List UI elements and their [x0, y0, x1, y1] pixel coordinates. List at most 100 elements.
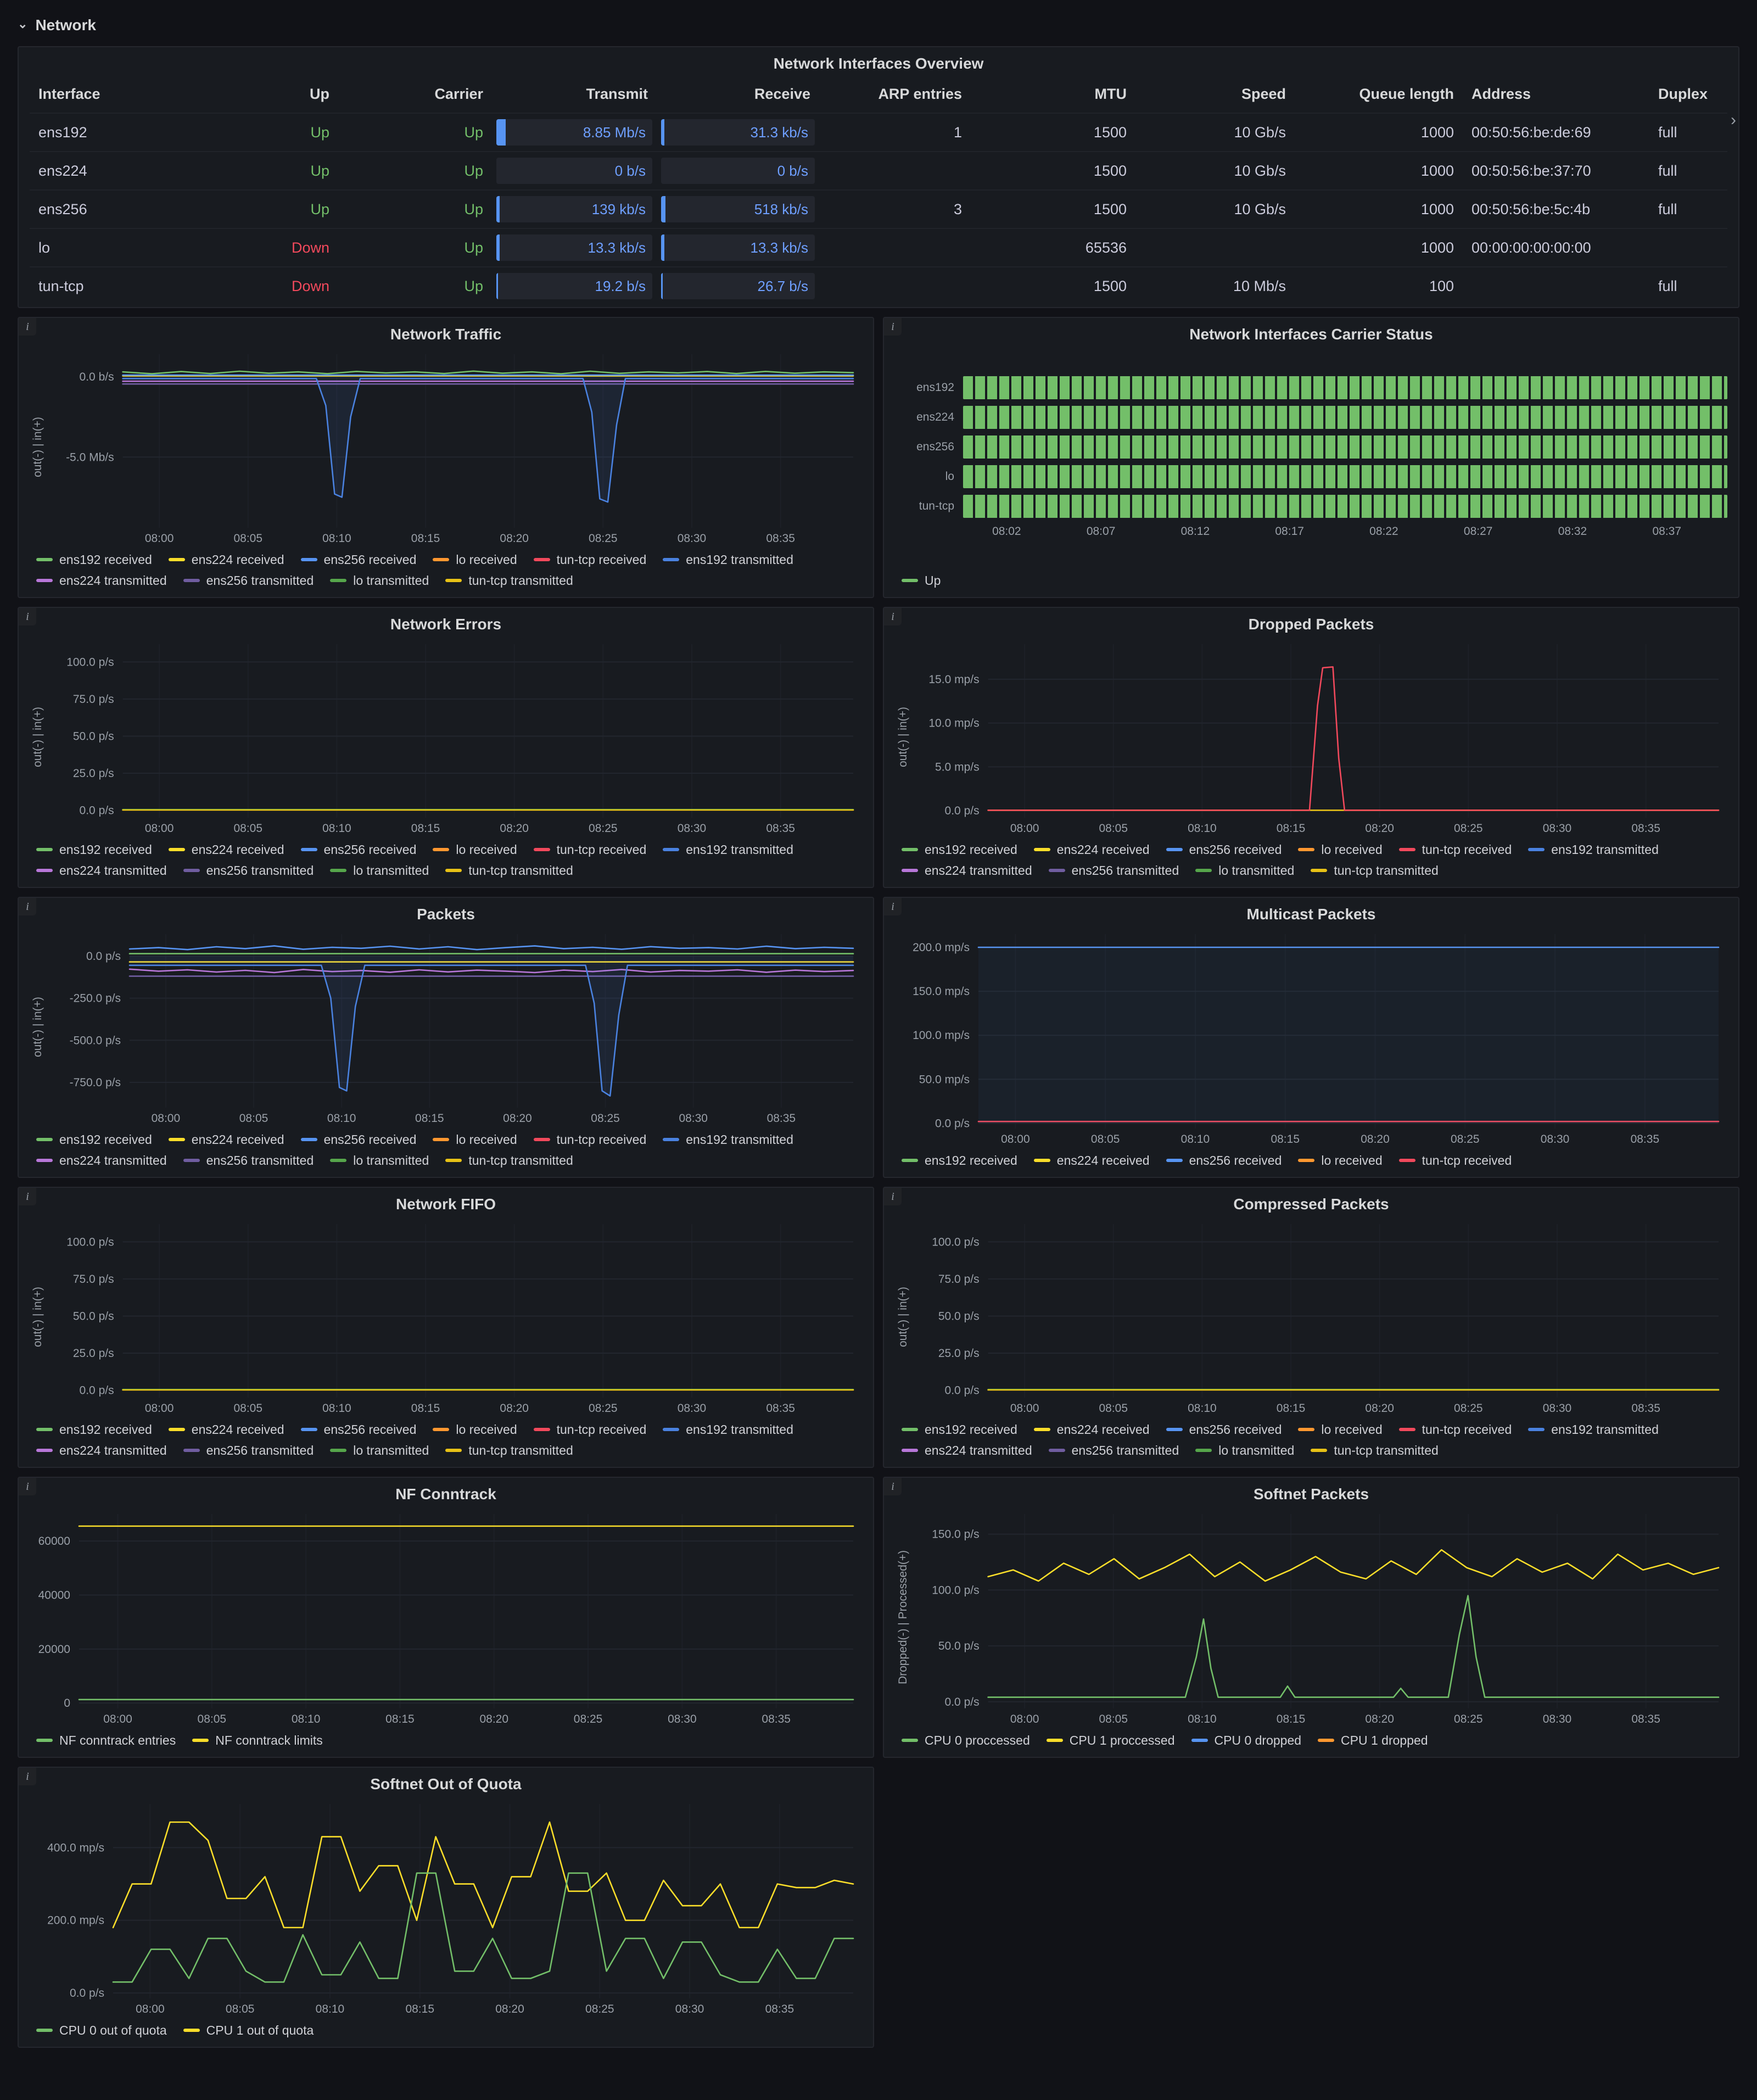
legend-item[interactable]: ens192 received	[36, 840, 152, 859]
panel-title[interactable]: Network Interfaces Overview	[773, 55, 984, 72]
panel-info-icon[interactable]: i	[19, 898, 36, 915]
legend-item[interactable]: lo received	[433, 1420, 517, 1439]
legend-item[interactable]: ens224 transmitted	[36, 571, 167, 590]
softnet-packets-chart[interactable]: 08:00 08:05 08:10 08:15 08:20 08:25 08:30 08:35…	[911, 1506, 1727, 1728]
legend-item[interactable]: ens224 received	[1033, 1150, 1150, 1170]
legend-item[interactable]: lo received	[1298, 1420, 1383, 1439]
legend-item[interactable]: ens256 transmitted	[1048, 1440, 1179, 1460]
legend-item[interactable]: tun-tcp transmitted	[1311, 1440, 1439, 1460]
column-header-queue[interactable]: Queue length	[1359, 86, 1454, 102]
panel-title[interactable]: Softnet Packets	[1253, 1485, 1369, 1503]
panel-title[interactable]: Network Errors	[390, 616, 502, 633]
legend-item[interactable]: CPU 1 dropped	[1318, 1730, 1428, 1750]
panel-info-icon[interactable]: i	[19, 1188, 36, 1205]
column-header-duplex[interactable]: Duplex	[1658, 86, 1708, 102]
column-header-transmit[interactable]: Transmit	[586, 86, 648, 102]
legend-item[interactable]: lo received	[433, 1130, 517, 1149]
legend-item[interactable]: ens192 transmitted	[1528, 840, 1659, 859]
panel-info-icon[interactable]: i	[884, 1188, 902, 1205]
legend-item[interactable]: CPU 0 dropped	[1191, 1730, 1301, 1750]
legend-item[interactable]: ens256 received	[1166, 1150, 1282, 1170]
column-header-arp[interactable]: ARP entries	[878, 86, 962, 102]
legend-item[interactable]: ens256 received	[300, 1420, 416, 1439]
legend-item[interactable]: ens224 received	[168, 1420, 284, 1439]
legend-item[interactable]: ens192 received	[902, 1150, 1017, 1170]
panel-info-icon[interactable]: i	[19, 1768, 36, 1785]
legend-item[interactable]: ens224 received	[1033, 1420, 1150, 1439]
legend-item[interactable]: CPU 0 proccessed	[902, 1730, 1030, 1750]
table-scroll-right-icon[interactable]: ›	[1731, 111, 1736, 129]
legend-item[interactable]: Up	[902, 571, 941, 590]
column-header-address[interactable]: Address	[1471, 86, 1531, 102]
legend-item[interactable]: ens192 transmitted	[663, 550, 793, 569]
panel-info-icon[interactable]: i	[19, 1478, 36, 1495]
legend-item[interactable]: tun-tcp transmitted	[445, 1150, 573, 1170]
legend-item[interactable]: ens224 received	[1033, 840, 1150, 859]
legend-item[interactable]: tun-tcp transmitted	[1311, 861, 1439, 880]
legend-item[interactable]: NF conntrack entries	[36, 1730, 176, 1750]
legend-item[interactable]: ens256 transmitted	[183, 861, 314, 880]
legend-item[interactable]: CPU 0 out of quota	[36, 2020, 167, 2040]
packets-chart[interactable]: 08:00 08:05 08:10 08:15 08:20 08:25 08:30 08:35…	[46, 926, 862, 1127]
legend-item[interactable]: tun-tcp transmitted	[445, 571, 573, 590]
legend-item[interactable]: ens256 received	[300, 840, 416, 859]
softnet-out-of-quota-chart[interactable]: 08:00 08:05 08:10 08:15 08:20 08:25 08:30 08:35…	[30, 1796, 862, 2018]
legend-item[interactable]: tun-tcp received	[1398, 840, 1512, 859]
column-header-carrier[interactable]: Carrier	[434, 86, 483, 102]
panel-title[interactable]: Packets	[417, 906, 475, 923]
panel-info-icon[interactable]: i	[884, 1478, 902, 1495]
legend-item[interactable]: ens192 transmitted	[663, 1130, 793, 1149]
legend-item[interactable]: CPU 1 out of quota	[183, 2020, 314, 2040]
legend-item[interactable]: lo transmitted	[1195, 1440, 1294, 1460]
panel-title[interactable]: Compressed Packets	[1233, 1196, 1389, 1213]
legend-item[interactable]: ens256 received	[1166, 840, 1282, 859]
legend-item[interactable]: CPU 1 proccessed	[1046, 1730, 1175, 1750]
legend-item[interactable]: tun-tcp received	[1398, 1150, 1512, 1170]
legend-item[interactable]: lo transmitted	[330, 1440, 429, 1460]
network-errors-chart[interactable]: 08:00 08:05 08:10 08:15 08:20 08:25 08:30 08:35…	[46, 636, 862, 837]
panel-info-icon[interactable]: i	[884, 608, 902, 625]
column-header-speed[interactable]: Speed	[1241, 86, 1286, 102]
legend-item[interactable]: ens224 transmitted	[902, 1440, 1032, 1460]
panel-title[interactable]: NF Conntrack	[395, 1485, 496, 1503]
legend-item[interactable]: lo transmitted	[330, 861, 429, 880]
legend-item[interactable]: ens256 received	[300, 1130, 416, 1149]
column-header-receive[interactable]: Receive	[754, 86, 810, 102]
legend-item[interactable]: tun-tcp transmitted	[445, 1440, 573, 1460]
legend-item[interactable]: ens256 transmitted	[183, 1150, 314, 1170]
section-row-network[interactable]: ⌄ Network	[18, 9, 1739, 42]
panel-title[interactable]: Network FIFO	[395, 1196, 496, 1213]
legend-item[interactable]: ens224 received	[168, 840, 284, 859]
compressed-packets-chart[interactable]: 08:00 08:05 08:10 08:15 08:20 08:25 08:30 08:35…	[911, 1216, 1727, 1417]
network-traffic-chart[interactable]: 08:00 08:05 08:10 08:15 08:20 08:25 08:30 08:35…	[46, 347, 862, 548]
legend-item[interactable]: tun-tcp received	[533, 1420, 646, 1439]
legend-item[interactable]: ens192 transmitted	[663, 1420, 793, 1439]
legend-item[interactable]: ens192 received	[36, 1130, 152, 1149]
legend-item[interactable]: ens192 transmitted	[663, 840, 793, 859]
legend-item[interactable]: ens256 transmitted	[1048, 861, 1179, 880]
legend-item[interactable]: ens192 received	[902, 840, 1017, 859]
legend-item[interactable]: ens224 transmitted	[902, 861, 1032, 880]
legend-item[interactable]: ens256 transmitted	[183, 1440, 314, 1460]
legend-item[interactable]: ens224 transmitted	[36, 861, 167, 880]
dropped-packets-chart[interactable]: 08:00 08:05 08:10 08:15 08:20 08:25 08:30 08:35…	[911, 636, 1727, 837]
legend-item[interactable]: ens192 transmitted	[1528, 1420, 1659, 1439]
carrier-status-chart[interactable]: ens192 ens224 ens256 lo tun-tcp 08:02 08:07 08:…	[895, 347, 1727, 568]
panel-info-icon[interactable]: i	[884, 898, 902, 915]
legend-item[interactable]: ens224 transmitted	[36, 1150, 167, 1170]
legend-item[interactable]: lo received	[1298, 840, 1383, 859]
legend-item[interactable]: ens256 received	[300, 550, 416, 569]
legend-item[interactable]: tun-tcp received	[533, 550, 646, 569]
panel-title[interactable]: Network Traffic	[390, 326, 502, 343]
legend-item[interactable]: tun-tcp received	[533, 840, 646, 859]
legend-item[interactable]: tun-tcp transmitted	[445, 861, 573, 880]
legend-item[interactable]: ens192 received	[36, 1420, 152, 1439]
column-header-interface[interactable]: Interface	[38, 86, 100, 102]
nf-conntrack-chart[interactable]: 08:00 08:05 08:10 08:15 08:20 08:25 08:30 08:35…	[30, 1506, 862, 1728]
panel-title[interactable]: Dropped Packets	[1248, 616, 1374, 633]
network-fifo-chart[interactable]: 08:00 08:05 08:10 08:15 08:20 08:25 08:30 08:35…	[46, 1216, 862, 1417]
legend-item[interactable]: ens256 received	[1166, 1420, 1282, 1439]
legend-item[interactable]: NF conntrack limits	[192, 1730, 323, 1750]
legend-item[interactable]: lo received	[433, 840, 517, 859]
multicast-packets-chart[interactable]: 08:00 08:05 08:10 08:15 08:20 08:25 08:30 08:35…	[895, 926, 1727, 1148]
